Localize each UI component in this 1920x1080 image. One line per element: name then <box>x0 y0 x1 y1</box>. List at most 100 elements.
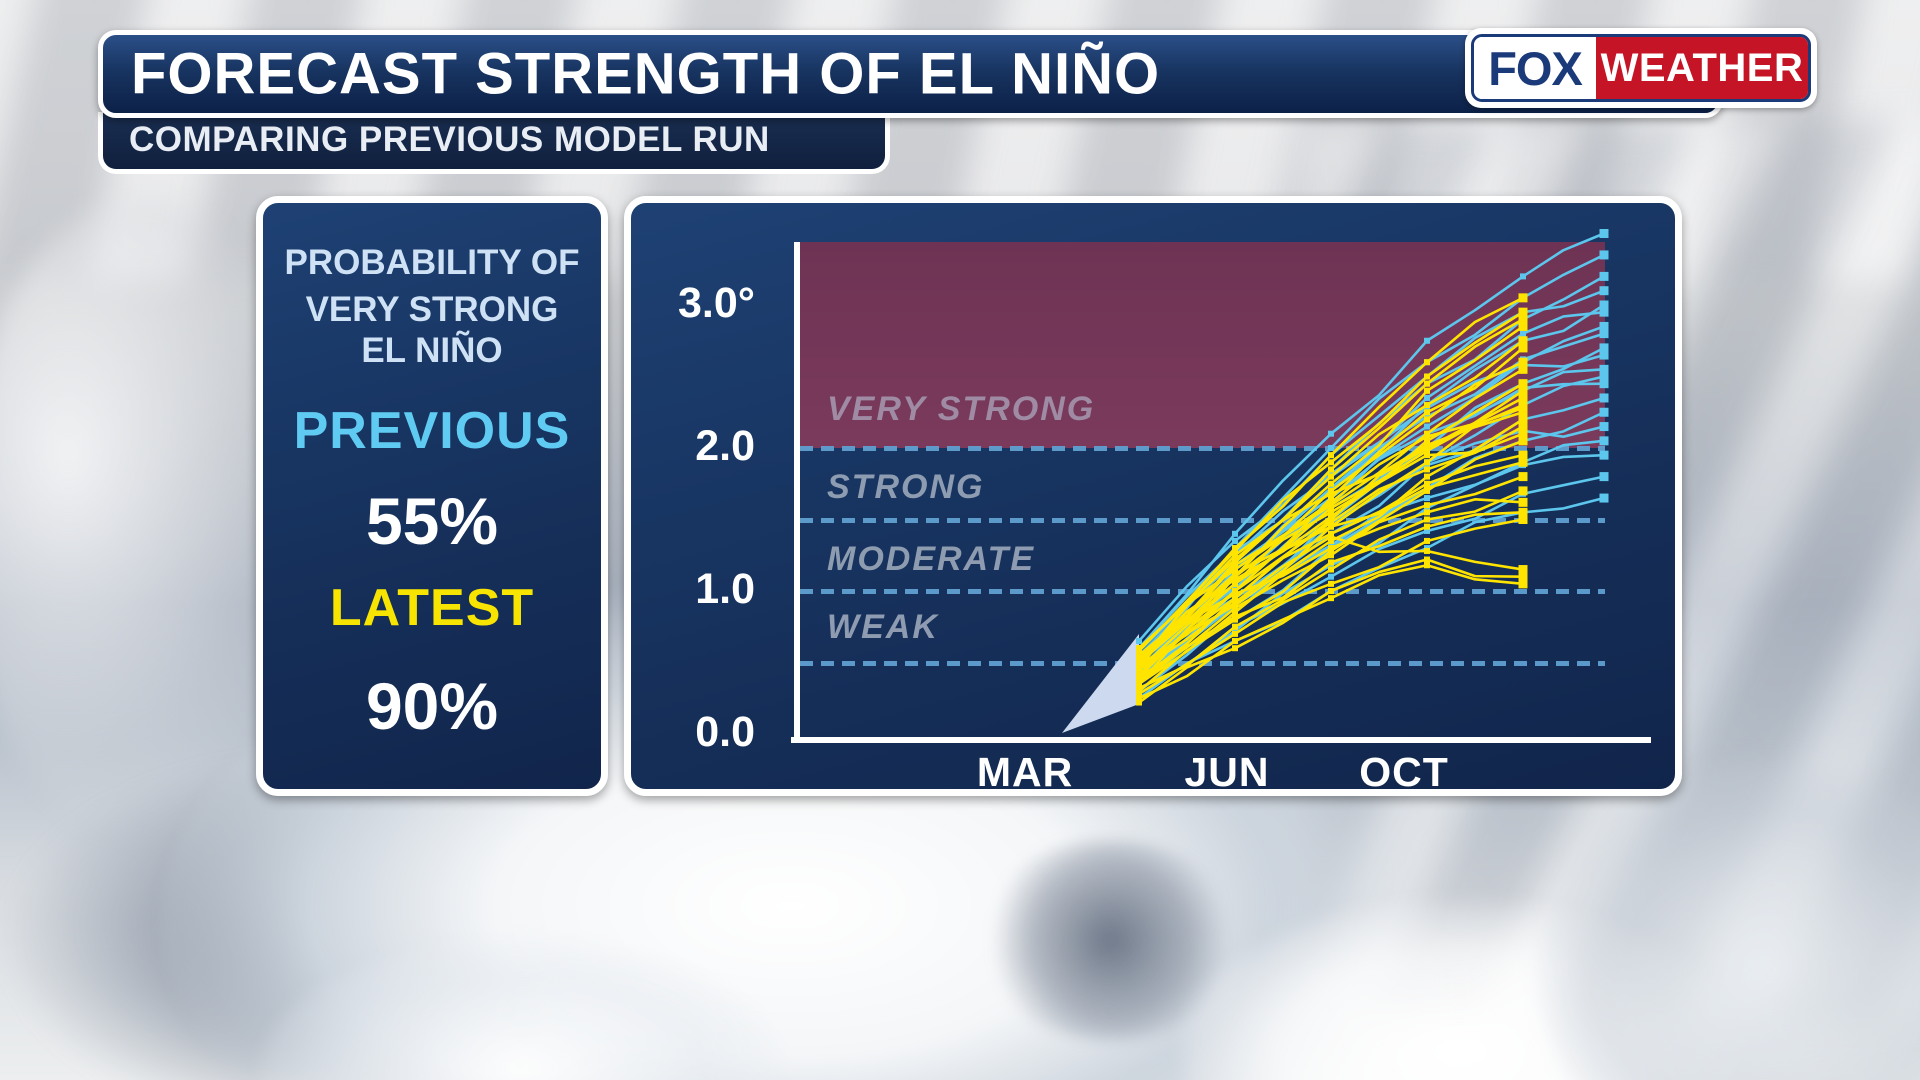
ensemble-point-marker <box>1424 373 1430 380</box>
ensemble-point-marker <box>1328 473 1334 480</box>
ensemble-point-marker <box>1599 229 1609 238</box>
ensemble-point-marker <box>1328 559 1334 566</box>
ensemble-point-marker <box>1518 472 1528 482</box>
ensemble-point-marker <box>1424 433 1430 440</box>
x-axis-tick: JUN <box>1184 749 1270 795</box>
ensemble-point-marker <box>1328 573 1334 580</box>
threshold-line <box>800 660 1605 666</box>
ensemble-point-marker <box>1328 533 1334 540</box>
ensemble-point-marker <box>1328 519 1334 526</box>
ensemble-point-marker <box>1424 485 1430 492</box>
ensemble-point-marker <box>1424 495 1430 502</box>
ensemble-point-marker <box>1520 273 1526 280</box>
ensemble-point-marker <box>1518 457 1528 467</box>
ensemble-point-marker <box>1518 572 1528 582</box>
x-axis-tick: MAR <box>976 749 1074 795</box>
ensemble-point-marker <box>1424 387 1430 394</box>
ensemble-point-marker <box>1328 545 1334 552</box>
ensemble-lines-svg <box>1062 229 1609 733</box>
ensemble-point-marker <box>1518 515 1528 524</box>
ensemble-point-marker <box>1518 307 1528 317</box>
latest-label: LATEST <box>329 579 535 637</box>
ensemble-point-marker <box>1424 509 1430 516</box>
ensemble-point-marker <box>1518 393 1528 403</box>
ensemble-point-marker <box>1232 537 1238 544</box>
ensemble-point-marker <box>1328 499 1334 506</box>
ensemble-point-marker <box>1599 407 1609 417</box>
ensemble-point-marker <box>1136 652 1142 659</box>
category-label: STRONG <box>827 468 985 506</box>
fox-weather-logo-inner: FOX WEATHER <box>1471 34 1811 102</box>
ensemble-point-marker <box>1424 547 1430 554</box>
ensemble-point-marker <box>1599 329 1609 339</box>
y-axis-line <box>794 242 800 737</box>
ensemble-point-marker <box>1136 685 1142 692</box>
ensemble-point-marker <box>1518 386 1528 396</box>
ensemble-point-marker <box>1232 638 1238 645</box>
ensemble-point-marker <box>1518 314 1528 324</box>
ensemble-point-marker <box>1328 537 1334 544</box>
ensemble-point-marker <box>1599 286 1609 296</box>
ensemble-point-marker <box>1424 337 1430 344</box>
ensemble-point-marker <box>1328 580 1334 587</box>
ensemble-point-marker <box>1424 437 1430 444</box>
forecast-cone <box>1062 634 1139 733</box>
ensemble-point-marker <box>1424 423 1430 430</box>
ensemble-point-marker <box>1328 466 1334 473</box>
ensemble-point-marker <box>1599 372 1609 381</box>
header-bar: FORECAST STRENGTH OF EL NIÑO <box>98 30 1723 118</box>
ensemble-point-marker <box>1520 330 1526 337</box>
page-title: FORECAST STRENGTH OF EL NIÑO <box>131 41 1161 107</box>
ensemble-point-marker <box>1424 516 1430 523</box>
ensemble-point-marker <box>1518 486 1528 496</box>
ensemble-point-marker <box>1518 343 1528 353</box>
threshold-line <box>800 446 1605 451</box>
ensemble-point-marker <box>1599 307 1609 317</box>
ensemble-point-marker <box>1424 562 1430 569</box>
ensemble-point-marker <box>1599 321 1609 331</box>
ensemble-point-marker <box>1599 364 1609 374</box>
x-axis-tick: OCT <box>1359 749 1449 795</box>
ensemble-point-marker <box>1518 357 1528 367</box>
ensemble-point-marker <box>1424 416 1430 423</box>
ensemble-point-marker <box>1136 679 1142 686</box>
ensemble-point-marker <box>1424 402 1430 409</box>
ensemble-point-marker <box>1232 547 1238 554</box>
ensemble-point-marker <box>1599 393 1609 403</box>
stats-title-line2: VERY STRONG <box>305 290 559 329</box>
ensemble-point-marker <box>1232 530 1238 537</box>
ensemble-point-marker <box>1136 673 1142 680</box>
subtitle: COMPARING PREVIOUS MODEL RUN <box>129 120 770 159</box>
ensemble-point-marker <box>1518 321 1528 331</box>
ensemble-point-marker <box>1328 452 1334 459</box>
y-axis-tick: 2.0 <box>695 422 755 470</box>
el-nino-chart: VERY STRONG STRONG MODERATE WEAK 3.0° 2.0 1.0… <box>631 203 1675 795</box>
y-axis-tick: 1.0 <box>695 565 755 613</box>
ensemble-point-marker <box>1518 450 1528 460</box>
ensemble-point-marker <box>1518 407 1528 417</box>
ensemble-point-marker <box>1599 271 1609 281</box>
ensemble-point-marker <box>1424 452 1430 459</box>
ensemble-point-marker <box>1136 638 1142 645</box>
fox-weather-logo: FOX WEATHER <box>1465 28 1817 108</box>
ensemble-point-marker <box>1232 623 1238 630</box>
weather-logo-text: WEATHER <box>1596 37 1808 99</box>
ensemble-point-marker <box>1328 505 1334 512</box>
ensemble-point-marker <box>1328 513 1334 520</box>
ensemble-point-marker <box>1232 599 1238 606</box>
ensemble-point-marker <box>1424 502 1430 509</box>
ensemble-point-marker <box>1232 580 1238 587</box>
ensemble-point-marker <box>1232 630 1238 637</box>
ensemble-point-marker <box>1518 422 1528 432</box>
ensemble-point-marker <box>1424 480 1430 487</box>
subtitle-bar: COMPARING PREVIOUS MODEL RUN <box>98 112 890 174</box>
ensemble-point-marker <box>1328 490 1334 497</box>
ensemble-point-marker <box>1518 379 1528 389</box>
ensemble-point-marker <box>1136 699 1142 706</box>
ensemble-member-line-previous <box>1138 289 1605 642</box>
ensemble-point-marker <box>1328 509 1334 516</box>
ensemble-point-marker <box>1424 394 1430 401</box>
ensemble-point-marker <box>1136 659 1142 666</box>
ensemble-point-marker <box>1328 588 1334 594</box>
